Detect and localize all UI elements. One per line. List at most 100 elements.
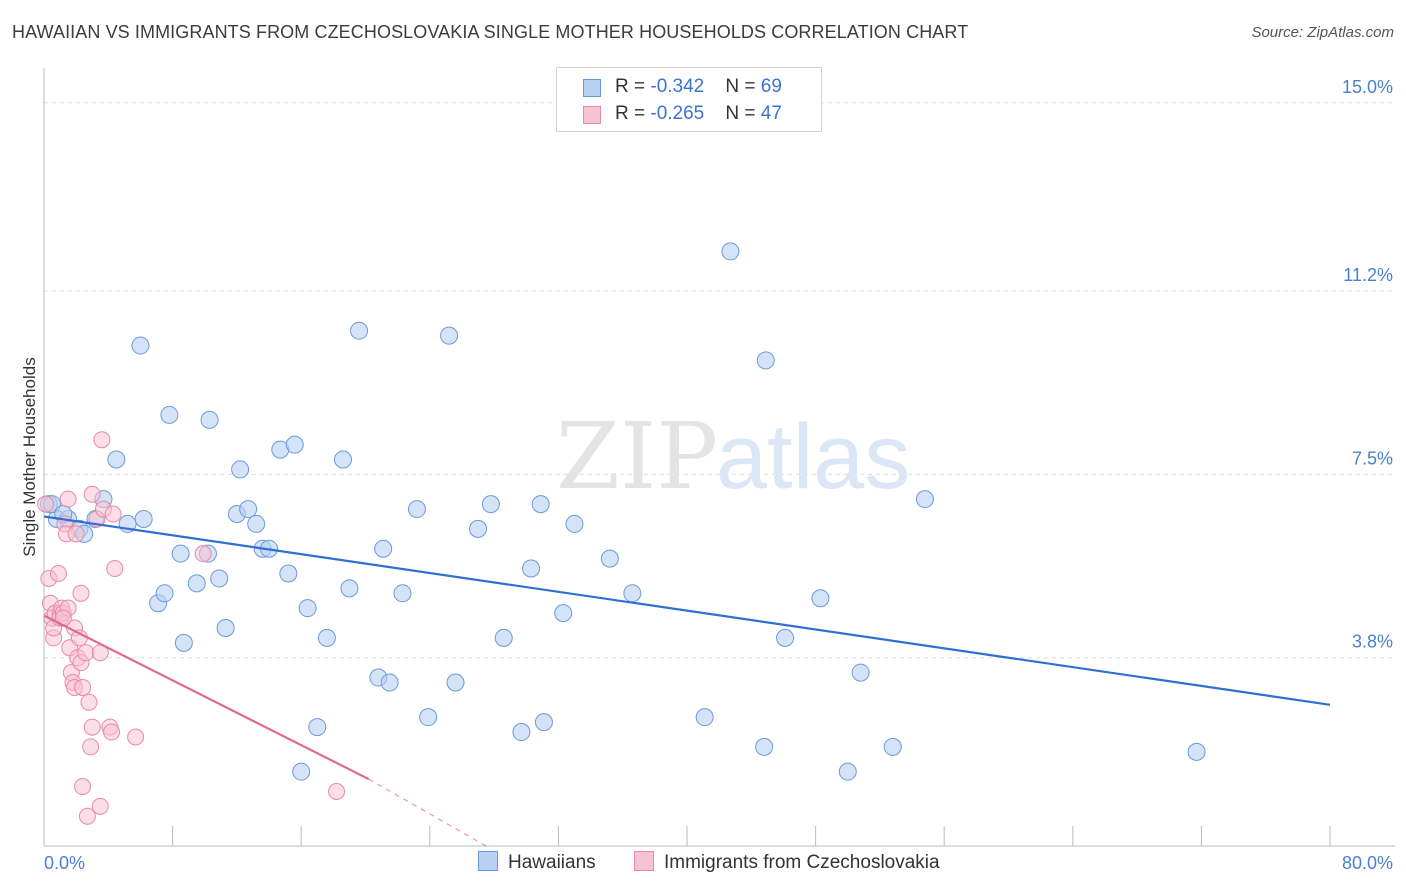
hawaiians-point: [247, 514, 266, 533]
hawaiians-point: [755, 737, 774, 756]
hawaiians-point: [623, 584, 642, 603]
grid-lines: [44, 102, 1395, 659]
hawaiians-point: [298, 599, 317, 618]
hawaiians-point: [107, 450, 126, 469]
hawaiians-point: [600, 549, 619, 568]
x-tick-label: 0.0%: [44, 853, 85, 873]
hawaiians-point: [317, 628, 336, 647]
hawaiians-point: [285, 435, 304, 454]
czechoslovakia-point: [80, 693, 98, 711]
legend-r-label: R =: [615, 76, 651, 97]
czechoslovakia-point: [82, 738, 100, 756]
source-label: Source: ZipAtlas.com: [1251, 24, 1394, 41]
czechoslovakia-point: [328, 782, 346, 800]
czechoslovakia-point: [59, 490, 77, 508]
legend-n-value: 47: [760, 103, 782, 124]
hawaiians-point: [440, 326, 459, 345]
tick-labels: 3.8% 7.5% 11.2% 15.0% 0.0% 80.0%: [44, 77, 1393, 873]
x-tick-label: 80.0%: [1342, 853, 1393, 873]
hawaiians-point: [883, 737, 902, 756]
bottom-legend-swatch-blue: [478, 851, 498, 871]
hawaiians-point: [811, 589, 830, 608]
axes: [43, 68, 1395, 847]
czechoslovakia-point: [103, 723, 121, 741]
czechoslovakia-point: [72, 584, 90, 602]
czechoslovakia-point: [93, 431, 111, 449]
czechoslovakia-trend-extension: [368, 778, 487, 847]
hawaiians-point: [216, 618, 235, 637]
hawaiians-point: [915, 490, 934, 509]
watermark-zip: ZIP: [556, 403, 718, 510]
hawaiians-point: [174, 633, 193, 652]
legend-swatch-pink: [583, 106, 601, 124]
czechoslovakia-point: [83, 718, 101, 736]
hawaiians-point: [531, 495, 550, 514]
hawaiians-point: [565, 514, 584, 533]
hawaiians-point: [374, 539, 393, 558]
hawaiians-point: [838, 762, 857, 781]
legend-n-label: N =: [725, 76, 761, 97]
hawaiians-point: [851, 663, 870, 682]
hawaiians-point: [210, 569, 229, 588]
hawaiians-point: [200, 410, 219, 429]
hawaiians-point: [446, 673, 465, 692]
legend: R = -0.342 N = 69 R = -0.265 N = 47: [556, 67, 822, 132]
czechoslovakia-point: [127, 728, 145, 746]
czechoslovakia-point: [83, 485, 101, 503]
hawaiians-point: [134, 509, 153, 528]
watermark: ZIP atlas: [556, 403, 910, 510]
hawaiians-point: [187, 574, 206, 593]
bottom-legend-label: Hawaiians: [508, 852, 596, 873]
hawaiians-point: [407, 500, 426, 519]
hawaiians-point: [419, 708, 438, 727]
y-tick-label: 15.0%: [1342, 77, 1393, 97]
hawaiians-point: [380, 673, 399, 692]
legend-r-label: R =: [615, 103, 651, 124]
czechoslovakia-point: [74, 778, 92, 796]
hawaiians-point: [721, 242, 740, 261]
bottom-legend-hawaiians: Hawaiians: [478, 851, 596, 874]
czechoslovakia-point: [49, 564, 67, 582]
hawaiians-point: [160, 405, 179, 424]
legend-n-label: N =: [725, 103, 761, 124]
hawaiians-point: [554, 604, 573, 623]
czechoslovakia-point: [104, 505, 122, 523]
series-czechoslovakia-points: [37, 431, 346, 825]
czechoslovakia-point: [78, 807, 96, 825]
hawaiians-point: [292, 762, 311, 781]
bottom-legend-swatch-pink: [634, 851, 654, 871]
hawaiians-point: [308, 718, 327, 737]
hawaiians-point: [393, 584, 412, 603]
chart-title: HAWAIIAN VS IMMIGRANTS FROM CZECHOSLOVAK…: [12, 22, 969, 42]
legend-n-value: 69: [760, 76, 782, 97]
hawaiians-point: [469, 519, 488, 538]
y-tick-label: 3.8%: [1352, 632, 1393, 652]
czechoslovakia-point: [77, 644, 95, 662]
czechoslovakia-point: [91, 797, 109, 815]
hawaiians-point: [239, 500, 258, 519]
hawaiians-point: [231, 460, 250, 479]
legend-r-value: -0.265: [650, 103, 705, 124]
watermark-atlas: atlas: [716, 406, 910, 508]
hawaiians-point: [155, 584, 174, 603]
hawaiians-point: [350, 321, 369, 340]
hawaiians-point: [481, 495, 500, 514]
legend-swatch-blue: [583, 79, 601, 97]
trend-lines: [43, 515, 1331, 847]
czechoslovakia-point: [74, 678, 92, 696]
czechoslovakia-point: [194, 545, 212, 563]
legend-r-value: -0.342: [650, 76, 705, 97]
hawaiians-point: [695, 708, 714, 727]
hawaiians-point: [534, 713, 553, 732]
czechoslovakia-trend-line: [43, 614, 370, 781]
hawaiians-point: [776, 628, 795, 647]
bottom-legend-label: Immigrants from Czechoslovakia: [664, 852, 940, 873]
hawaiians-point: [522, 559, 541, 578]
y-tick-label: 11.2%: [1343, 265, 1393, 285]
hawaiians-point: [494, 628, 513, 647]
czechoslovakia-point: [37, 495, 55, 513]
hawaiians-point: [512, 723, 531, 742]
hawaiians-point: [171, 544, 190, 563]
hawaiians-point: [279, 564, 298, 583]
